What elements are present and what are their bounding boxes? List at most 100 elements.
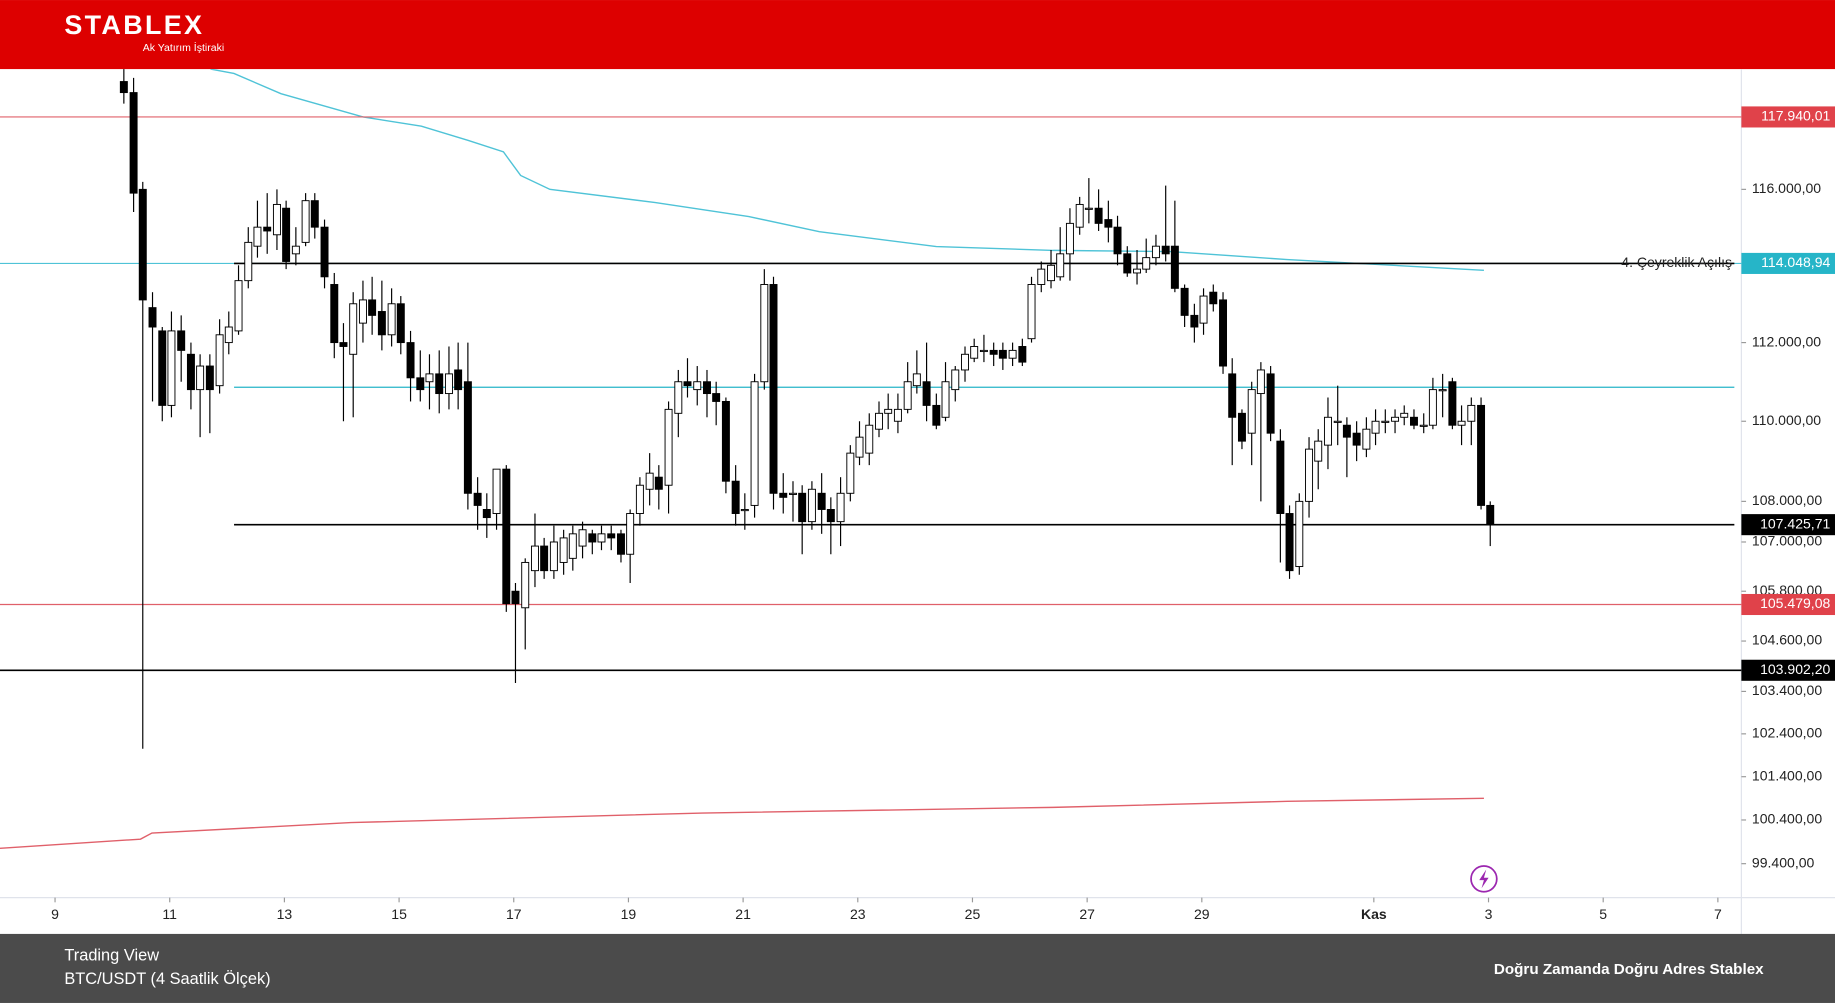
x-tick-label: 15 bbox=[391, 906, 407, 922]
candle-body bbox=[1123, 253, 1132, 274]
candle-body bbox=[320, 226, 329, 278]
footer-source: Trading View bbox=[64, 946, 159, 964]
candle-body bbox=[922, 381, 931, 406]
x-tick-label: Kas bbox=[1361, 906, 1387, 922]
candle-body bbox=[1008, 349, 1017, 359]
candle-body bbox=[951, 369, 960, 391]
moving-average bbox=[210, 69, 1484, 271]
candle-body bbox=[253, 226, 262, 247]
candle-body bbox=[740, 508, 749, 512]
candle-body bbox=[358, 299, 367, 324]
level-label-box bbox=[1741, 252, 1835, 274]
candle-body bbox=[1371, 420, 1380, 434]
candle-body bbox=[291, 245, 300, 255]
x-tick-label: 29 bbox=[1194, 906, 1210, 922]
candle-body bbox=[1295, 500, 1304, 568]
candle-body bbox=[205, 365, 214, 391]
candle-body bbox=[760, 284, 769, 383]
y-tick-label: 104.600,00 bbox=[1752, 632, 1822, 648]
candle-body bbox=[234, 280, 243, 332]
candle-body bbox=[836, 492, 845, 523]
candle-body bbox=[1170, 245, 1179, 289]
level-label-box bbox=[1741, 106, 1835, 128]
candle-body bbox=[932, 404, 941, 426]
candle-body bbox=[435, 373, 444, 395]
candle-body bbox=[1400, 412, 1409, 418]
candle-body bbox=[912, 373, 921, 387]
candle-body bbox=[454, 369, 463, 391]
candle-body bbox=[1457, 420, 1466, 426]
candle-body bbox=[1409, 416, 1418, 426]
x-tick-label: 21 bbox=[735, 906, 751, 922]
level-label: 105.479,08 bbox=[1760, 595, 1830, 611]
level-label: 107.425,71 bbox=[1760, 515, 1830, 531]
candle-body bbox=[1209, 291, 1218, 305]
candle-body bbox=[196, 365, 205, 391]
x-tick-label: 9 bbox=[51, 906, 59, 922]
candle-body bbox=[941, 381, 950, 418]
candle-body bbox=[138, 188, 147, 301]
footer-bar bbox=[0, 933, 1835, 1003]
candle-body bbox=[1381, 420, 1390, 423]
candle-body bbox=[368, 299, 377, 316]
candle-body bbox=[1333, 420, 1342, 423]
x-tick-label: 11 bbox=[162, 906, 177, 922]
candle-body bbox=[177, 330, 186, 351]
x-tick-label: 19 bbox=[621, 906, 637, 922]
candle-body bbox=[750, 381, 759, 506]
candle-body bbox=[272, 203, 281, 236]
candle-body bbox=[148, 307, 157, 328]
candle-body bbox=[635, 484, 644, 514]
candle-body bbox=[1237, 412, 1246, 442]
candle-body bbox=[1219, 299, 1228, 367]
candle-body bbox=[998, 349, 1007, 359]
footer-slogan: Doğru Zamanda Doğru Adres Stablex bbox=[1494, 961, 1764, 978]
x-tick-label: 7 bbox=[1714, 906, 1722, 922]
candle-body bbox=[502, 468, 511, 605]
candle-body bbox=[1391, 416, 1400, 422]
candle-body bbox=[616, 533, 625, 555]
candle-body bbox=[626, 513, 635, 555]
x-tick-label: 23 bbox=[850, 906, 866, 922]
candle-body bbox=[1276, 440, 1285, 514]
candle-body bbox=[789, 492, 797, 495]
candle-body bbox=[826, 508, 835, 523]
candle-body bbox=[654, 476, 663, 490]
candle-body bbox=[875, 412, 883, 430]
level-label: 117.940,01 bbox=[1761, 108, 1830, 124]
candle-body bbox=[1094, 207, 1103, 224]
y-tick-label: 105.800,00 bbox=[1752, 582, 1822, 598]
y-tick-label: 112.000,00 bbox=[1752, 333, 1821, 349]
brand: STABLEX bbox=[64, 10, 204, 40]
candle-body bbox=[817, 492, 826, 510]
y-tick-label: 101.400,00 bbox=[1752, 767, 1822, 783]
candle-body bbox=[473, 492, 482, 506]
candle-body bbox=[1428, 389, 1437, 426]
candle-body bbox=[1104, 219, 1113, 228]
candle-body bbox=[1142, 257, 1151, 270]
plot-area bbox=[0, 69, 1742, 850]
candle-body bbox=[1133, 268, 1142, 274]
y-tick-label: 110.000,00 bbox=[1752, 412, 1821, 428]
candle-body bbox=[129, 92, 138, 194]
candle-body bbox=[979, 349, 988, 353]
candle-body bbox=[377, 311, 386, 336]
candle-body bbox=[1065, 222, 1074, 255]
candle-body bbox=[244, 241, 253, 282]
candle-body bbox=[215, 334, 224, 387]
candle-body bbox=[1161, 245, 1170, 255]
candle-body bbox=[1056, 253, 1065, 278]
y-tick-label: 103.400,00 bbox=[1752, 682, 1822, 698]
moving-average bbox=[0, 797, 1484, 850]
candle-body bbox=[301, 200, 310, 243]
candle-body bbox=[1352, 432, 1361, 446]
candle-body bbox=[1228, 373, 1237, 418]
candle-body bbox=[511, 590, 520, 605]
candle-body bbox=[482, 508, 491, 519]
candle-body bbox=[1018, 346, 1027, 363]
candle-body bbox=[769, 284, 778, 494]
candle-body bbox=[406, 342, 415, 379]
candle-body bbox=[1438, 389, 1447, 392]
candle-body bbox=[1113, 226, 1122, 255]
brand-subtitle: Ak Yatırım İştiraki bbox=[143, 41, 224, 54]
